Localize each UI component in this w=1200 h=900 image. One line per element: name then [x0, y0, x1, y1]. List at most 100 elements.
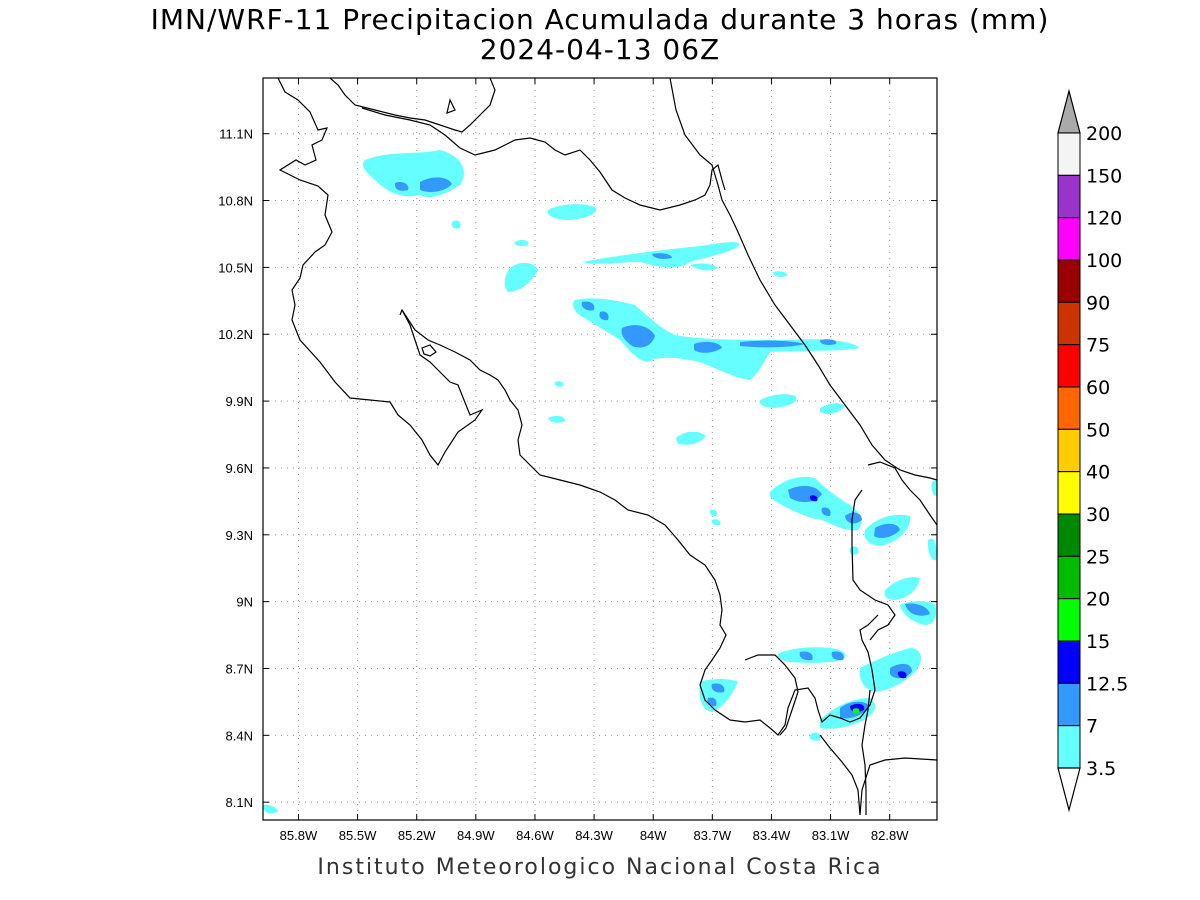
precipitation-colorbar: 200 150 120 100 90 75 60 50 40 30 25 20 15 12.5 7 3.5 — [1057, 88, 1128, 813]
panama-border-north — [851, 489, 896, 641]
precip-patch — [890, 663, 912, 679]
lat-tick-label: 10.5N — [218, 260, 253, 275]
lon-tick-label: 84.9W — [457, 828, 495, 843]
precip-patch — [694, 341, 722, 353]
colorbar-label: 200 — [1086, 123, 1122, 145]
precip-patch — [554, 381, 564, 387]
colorbar-label: 30 — [1086, 504, 1110, 526]
precip-patch — [709, 509, 718, 517]
lon-tick-label: 84W — [640, 828, 667, 843]
colorbar-label: 3.5 — [1086, 758, 1116, 780]
colorbar-segment — [1057, 471, 1081, 515]
panama-border — [861, 689, 871, 815]
caribbean-coast-cr — [669, 78, 937, 481]
precip-patch — [773, 271, 788, 277]
precip-patch — [874, 523, 900, 538]
lat-tick-label: 8.1N — [226, 795, 253, 810]
lat-tick-label: 9.6N — [226, 461, 253, 476]
colorbar-label: 75 — [1086, 335, 1110, 357]
colorbar-segment — [1057, 640, 1081, 684]
precip-patch — [451, 220, 461, 229]
precip-patch — [263, 804, 278, 814]
precip-patch — [676, 431, 706, 445]
precip-patch — [831, 651, 844, 661]
lon-tick-label: 84.3W — [575, 828, 613, 843]
colorbar-segment — [1057, 428, 1081, 473]
colorbar-under-arrow — [1057, 767, 1081, 813]
nicoya-gulf-island — [421, 344, 437, 357]
colorbar-label: 40 — [1086, 462, 1110, 484]
map-gridlines — [263, 78, 937, 820]
coastlines-borders — [277, 78, 937, 816]
precip-patch — [504, 262, 538, 292]
precip-patch — [845, 512, 862, 524]
precip-patch — [514, 239, 529, 246]
colorbar-segment — [1057, 725, 1081, 769]
colorbar-segment — [1057, 682, 1081, 727]
precip-patch — [884, 577, 920, 600]
colorbar-label: 50 — [1086, 419, 1110, 441]
colorbar-segment — [1057, 555, 1081, 600]
precip-patch — [394, 181, 409, 191]
precip-patch — [809, 495, 818, 502]
lat-tick-label: 11.1N — [219, 127, 253, 142]
osa-peninsula — [699, 614, 879, 736]
burica-peninsula — [819, 734, 861, 816]
lon-tick-label: 83.1W — [812, 828, 850, 843]
lon-tick-label: 83.7W — [694, 828, 732, 843]
lon-tick-label: 85.8W — [280, 828, 318, 843]
colorbar-segment — [1057, 174, 1081, 219]
lat-tick-label: 9.3N — [226, 528, 253, 543]
precip-patch — [652, 253, 672, 259]
precip-patch — [820, 339, 837, 345]
nicaragua-coast-north — [277, 78, 484, 467]
precip-patch — [599, 311, 609, 321]
lat-tick-label: 10.2N — [218, 327, 253, 342]
sixaola-border — [867, 461, 937, 526]
colorbar-segment — [1057, 259, 1081, 303]
lon-tick-label: 82.8W — [871, 828, 909, 843]
precip-patch — [927, 538, 937, 561]
precip-patch — [740, 340, 805, 348]
panama-coast — [859, 757, 937, 816]
colorbar-label: 120 — [1086, 208, 1122, 230]
lat-tick-label: 9N — [236, 595, 253, 610]
lat-tick-label: 8.7N — [226, 661, 253, 676]
lon-tick-label: 85.5W — [339, 828, 377, 843]
colorbar-label: 12.5 — [1086, 673, 1128, 695]
lon-tick-label: 84.6W — [516, 828, 554, 843]
colorbar-label: 25 — [1086, 546, 1110, 568]
precip-patch — [547, 204, 597, 220]
colorbar-over-arrow — [1057, 88, 1081, 134]
colorbar-label: 60 — [1086, 377, 1110, 399]
colorbar-label: 7 — [1086, 716, 1098, 738]
chart-title: IMN/WRF-11 Precipitacion Acumulada duran… — [150, 3, 1050, 36]
lat-tick-label: 9.9N — [226, 394, 253, 409]
lake-nicaragua-island — [446, 98, 456, 114]
lon-tick-label: 85.2W — [398, 828, 436, 843]
colorbar-segment — [1057, 301, 1081, 346]
precip-patch — [799, 651, 813, 661]
precip-patch — [573, 298, 860, 380]
precip-patch — [852, 708, 860, 714]
precip-patch — [905, 603, 930, 616]
precip-patch — [821, 507, 831, 516]
map-area — [263, 78, 937, 820]
golfo-dulce — [744, 654, 799, 736]
colorbar-label: 20 — [1086, 589, 1110, 611]
precip-patch — [931, 480, 937, 497]
colorbar-label: 15 — [1086, 631, 1110, 653]
colorbar-segment — [1057, 344, 1081, 388]
precip-patch — [420, 177, 452, 192]
chart-subtitle: 2024-04-13 06Z — [479, 33, 721, 66]
precip-patch — [849, 546, 859, 555]
colorbar-segment — [1057, 513, 1081, 557]
nicaragua-costa-rica-border — [361, 107, 726, 211]
footer-credit: Instituto Meteorologico Nacional Costa R… — [317, 855, 883, 880]
lon-tick-label: 83.4W — [753, 828, 791, 843]
precip-patch — [548, 415, 566, 423]
precip-patch — [711, 519, 721, 526]
colorbar-label: 90 — [1086, 292, 1110, 314]
map-frame — [262, 77, 938, 821]
